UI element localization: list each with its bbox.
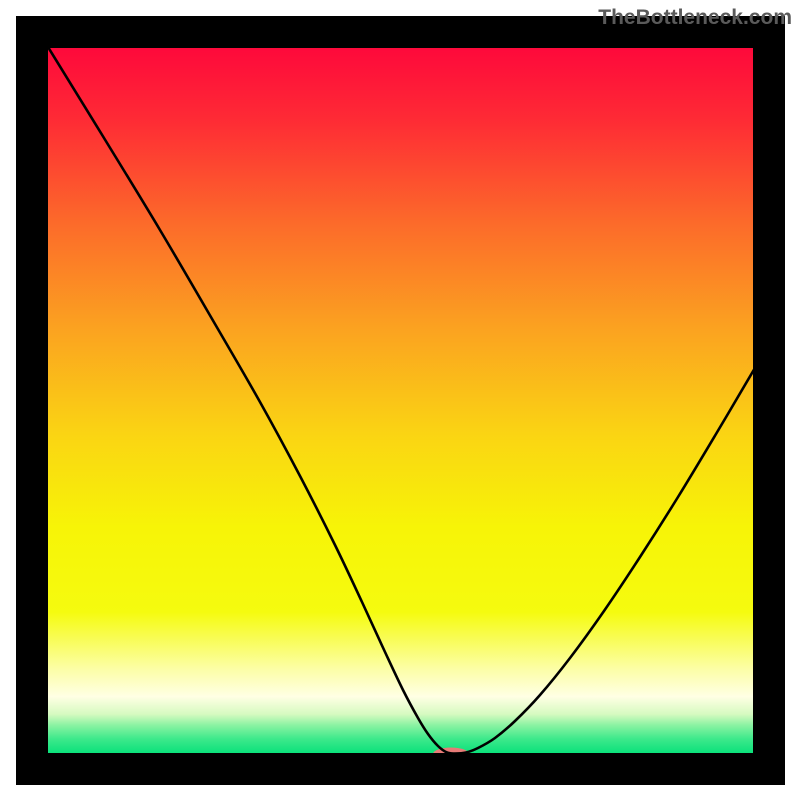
plot-background — [48, 48, 753, 753]
chart-frame: TheBottleneck.com — [0, 0, 800, 800]
bottleneck-chart — [0, 0, 800, 800]
watermark-text: TheBottleneck.com — [598, 6, 792, 30]
